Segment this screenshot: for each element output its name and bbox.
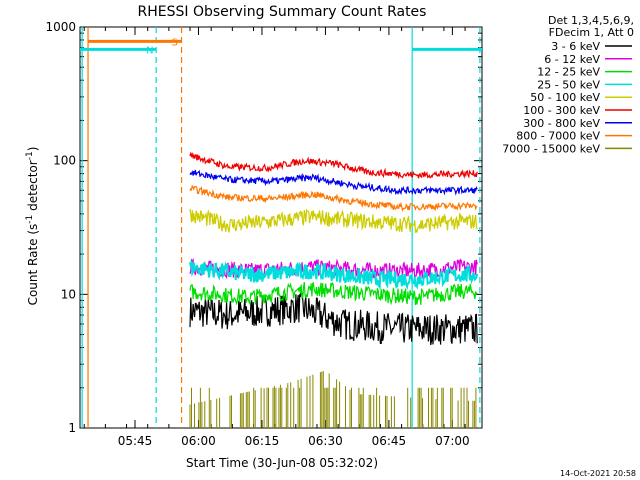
legend-header: FDecim 1, Att 0 <box>549 26 634 39</box>
legend-header: Det 1,3,4,5,6,9, <box>548 14 634 27</box>
x-tick-label: 06:00 <box>181 434 216 448</box>
series-line <box>189 260 479 291</box>
x-axis-label: Start Time (30-Jun-08 05:32:02) <box>186 456 378 470</box>
y-axis-label-mid: detector <box>26 160 40 215</box>
legend-entry-label: 7000 - 15000 keV <box>502 142 600 155</box>
legend-entry-label: 6 - 12 keV <box>544 53 600 66</box>
series-line <box>189 184 478 212</box>
legend-entry-label: 12 - 25 keV <box>537 66 600 79</box>
plot-border <box>79 26 483 429</box>
y-axis-label-end: ) <box>26 147 40 152</box>
flag-label: N <box>146 45 153 56</box>
y-axis-label-sup-1: -1 <box>25 215 35 224</box>
x-tick-label: 06:15 <box>245 434 280 448</box>
y-tick-label: 100 <box>53 154 76 168</box>
legend-entry-label: 25 - 50 keV <box>537 78 600 91</box>
state-flags: SN <box>80 37 482 56</box>
chart-title: RHESSI Observing Summary Count Rates <box>138 4 427 20</box>
y-axis-label-sup-2: -1 <box>25 151 35 160</box>
series-line <box>189 169 478 196</box>
x-tick-label: 06:30 <box>308 434 343 448</box>
footer-date: 14-Oct-2021 20:58 <box>560 469 636 478</box>
series-line <box>189 290 478 346</box>
series-group <box>189 151 479 428</box>
x-tick-label: 07:00 <box>435 434 470 448</box>
legend: Det 1,3,4,5,6,9,FDecim 1, Att 03 - 6 keV… <box>502 14 634 155</box>
attenuator-lines <box>81 27 481 428</box>
series-line <box>189 281 478 306</box>
y-axis: 1 10 100 1000 <box>45 20 482 435</box>
plot-frame <box>79 26 483 429</box>
y-tick-label: 10 <box>61 287 76 301</box>
legend-entry-label: 100 - 300 keV <box>523 104 600 117</box>
x-axis: 05:45 06:00 06:15 06:30 06:45 07:00 <box>83 27 470 448</box>
series-line <box>189 151 478 180</box>
legend-entry-label: 50 - 100 keV <box>530 91 600 104</box>
y-axis-label: Count Rate (s-1 detector-1) <box>25 147 40 306</box>
series-line <box>189 208 478 234</box>
y-tick-label: 1 <box>68 421 76 435</box>
legend-entry-label: 3 - 6 keV <box>551 40 600 53</box>
x-tick-label: 06:45 <box>372 434 407 448</box>
legend-entry-label: 800 - 7000 keV <box>516 130 600 143</box>
y-tick-label: 1000 <box>45 20 76 34</box>
legend-entry-label: 300 - 800 keV <box>523 117 600 130</box>
x-tick-label: 05:45 <box>118 434 153 448</box>
series-line <box>189 371 477 428</box>
flag-label: S <box>172 37 178 48</box>
